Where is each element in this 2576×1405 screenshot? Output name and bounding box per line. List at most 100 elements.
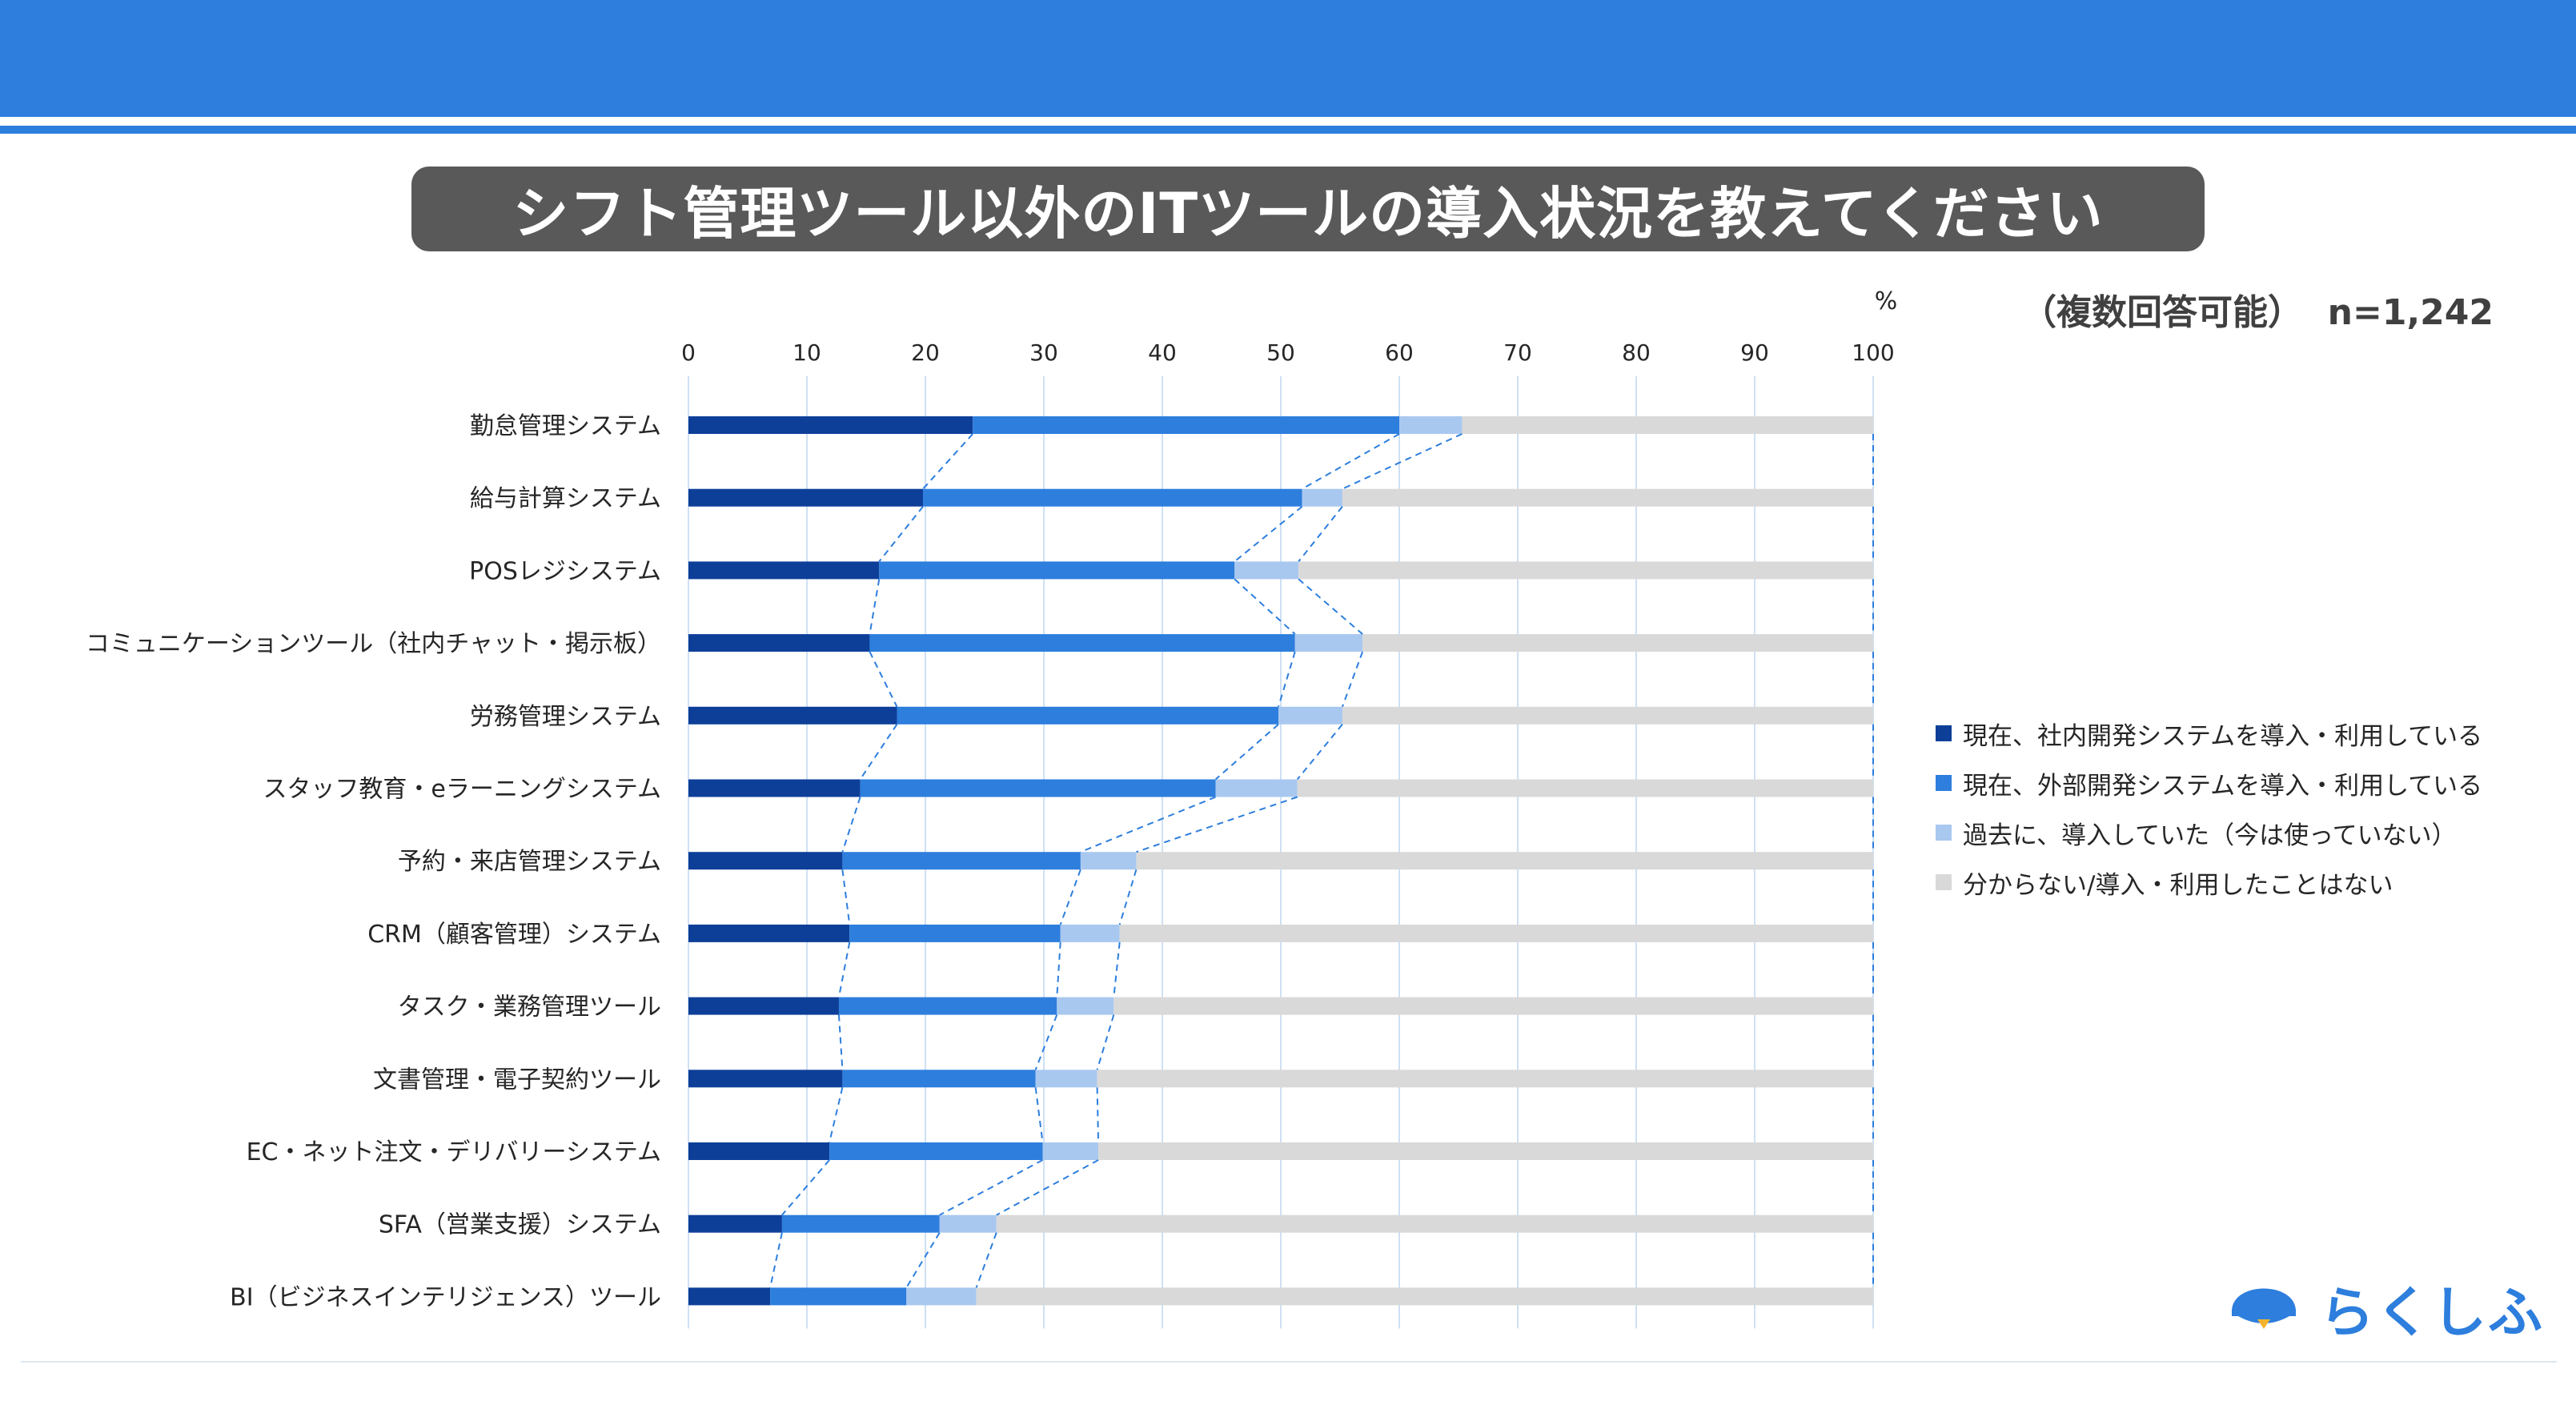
survey-note: （複数回答可能） n=1,242	[2021, 283, 2494, 335]
series-connector	[1278, 651, 1296, 708]
bar-segment	[842, 1070, 1036, 1088]
series-connector	[769, 1232, 783, 1288]
bar-segment	[781, 1214, 940, 1233]
series-connector	[1113, 941, 1121, 998]
legend-item: 分からない/導入・利用したことはない	[1936, 857, 2482, 907]
bar-segment	[688, 1142, 830, 1160]
x-tick-label: 90	[1740, 339, 1769, 366]
bar-segment	[860, 779, 1216, 797]
series-connector	[1096, 1014, 1115, 1070]
legend-label: 分からない/導入・利用したことはない	[1963, 870, 2393, 900]
series-connector	[975, 1232, 997, 1288]
x-tick-label: 10	[792, 339, 821, 366]
series-connector	[1056, 941, 1061, 998]
bar-segment	[770, 1287, 907, 1306]
category-label: 予約・来店管理システム	[398, 848, 661, 876]
bar-segment	[1462, 416, 1873, 434]
x-tick-label: 80	[1622, 339, 1651, 366]
series-connector	[905, 1232, 941, 1288]
category-label: EC・ネット注文・デリバリーシステム	[247, 1138, 661, 1166]
legend-swatch	[1936, 874, 1952, 890]
bottom-rule	[21, 1361, 2557, 1363]
bar-segment	[906, 1287, 977, 1306]
series-connector	[939, 1159, 1043, 1216]
bar-segment	[939, 1214, 997, 1233]
series-connector	[996, 1159, 1099, 1216]
bar-segment	[1298, 561, 1873, 580]
x-tick-label: 60	[1385, 339, 1414, 366]
bar-segment	[1302, 488, 1342, 507]
series-connector	[1096, 1087, 1100, 1143]
category-label: CRM（顧客管理）システム	[367, 921, 661, 949]
legend-swatch	[1936, 725, 1952, 741]
bar-segment	[1080, 852, 1137, 870]
x-tick-label: 40	[1148, 339, 1177, 366]
bar-segment	[1342, 488, 1873, 507]
legend-swatch	[1936, 825, 1952, 841]
series-connector	[1298, 506, 1343, 563]
x-tick-label: 50	[1266, 339, 1295, 366]
bar-segment	[1060, 924, 1120, 942]
bar-segment	[1057, 997, 1114, 1015]
series-connector	[1302, 433, 1400, 490]
bar-segment	[842, 852, 1081, 870]
bar-segment	[897, 706, 1279, 725]
series-connector	[837, 941, 851, 998]
series-connector	[1059, 869, 1081, 925]
series-connector	[1214, 724, 1279, 781]
series-connector	[922, 433, 973, 490]
series-connector	[1034, 1014, 1058, 1070]
bar-segment	[976, 1287, 1873, 1306]
series-connector	[837, 1014, 844, 1070]
series-connector	[1234, 578, 1296, 635]
category-label: 給与計算システム	[470, 485, 661, 513]
bar-segment	[688, 924, 850, 942]
x-tick-label: 100	[1852, 339, 1894, 366]
category-label: 勤怠管理システム	[470, 412, 661, 440]
series-connector	[829, 1087, 844, 1143]
bar-segment	[1294, 634, 1363, 652]
series-connector	[869, 651, 898, 708]
series-connector	[1234, 505, 1303, 563]
sample-size: n=1,242	[2327, 292, 2494, 333]
bar-segment	[1362, 634, 1873, 652]
legend-label: 現在、社内開発システムを導入・利用している	[1963, 721, 2483, 751]
bar-segment	[1342, 706, 1873, 725]
bar-segment	[688, 416, 973, 434]
bar-segment	[1098, 1142, 1873, 1160]
bar-segment	[688, 1070, 843, 1088]
bar-segment	[688, 1214, 782, 1233]
category-label: POSレジシステム	[469, 557, 661, 585]
category-label: 労務管理システム	[470, 703, 661, 731]
x-tick-label: 70	[1503, 339, 1532, 366]
bar-segment	[849, 924, 1061, 942]
bar-segment	[1113, 997, 1873, 1015]
bar-segment	[1215, 779, 1298, 797]
brand-logo: らくしふ	[2225, 1263, 2542, 1345]
bar-segment	[688, 852, 843, 870]
series-connector	[841, 869, 851, 925]
series-connector	[1080, 796, 1216, 853]
penguin-logo-icon	[2232, 1288, 2296, 1329]
chart-title: シフト管理ツール以外のITツールの導入状況を教えてください	[512, 180, 2104, 247]
category-label: 文書管理・電子契約ツール	[373, 1066, 661, 1094]
series-connector	[1034, 1087, 1044, 1143]
bar-segment	[688, 1287, 771, 1306]
x-tick-label: 20	[911, 339, 940, 366]
series-connector	[781, 1159, 830, 1216]
header-stripe	[0, 126, 2576, 134]
bar-segment	[1042, 1142, 1099, 1160]
legend-label: 過去に、導入していた（今は使っていない）	[1963, 821, 2457, 850]
legend-item: 過去に、導入していた（今は使っていない）	[1936, 808, 2482, 857]
bar-segment	[688, 997, 839, 1015]
category-label: コミュニケーションツール（社内チャット・掲示板）	[86, 630, 661, 658]
series-connector	[1342, 433, 1463, 490]
series-connector	[869, 579, 881, 635]
bar-segment	[1234, 561, 1299, 580]
category-label: タスク・業務管理ツール	[398, 994, 661, 1022]
legend-swatch	[1936, 775, 1952, 791]
legend-item: 現在、社内開発システムを導入・利用している	[1936, 709, 2482, 758]
bar-segment	[1119, 924, 1873, 942]
series-connector	[1298, 578, 1363, 635]
bar-segment	[688, 706, 897, 725]
